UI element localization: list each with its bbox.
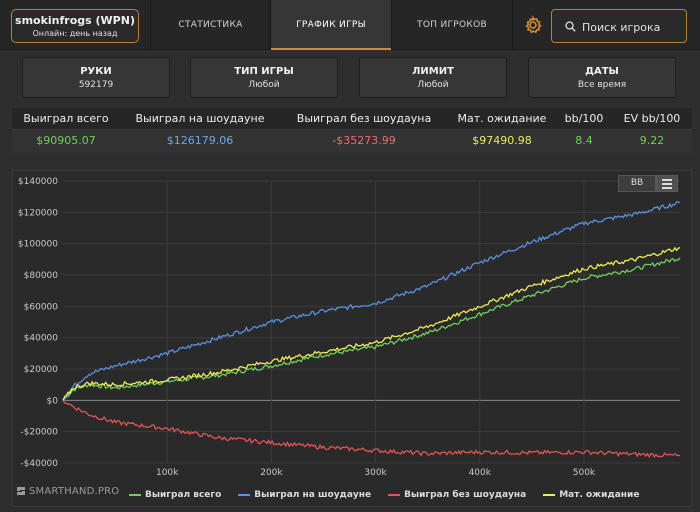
y-tick-label: $120000 bbox=[18, 208, 58, 218]
nav-divider bbox=[270, 0, 271, 50]
gear-icon[interactable] bbox=[523, 15, 543, 35]
y-tick-label: -$20000 bbox=[20, 428, 58, 438]
brand-name: SMARTHAND.PRO bbox=[29, 486, 120, 497]
chart-toolbar: BB bbox=[618, 175, 678, 192]
legend-label: Выиграл всего bbox=[145, 490, 222, 500]
y-tick-label: $40000 bbox=[24, 334, 59, 344]
filter-label: Лимит bbox=[412, 66, 454, 77]
top-navigation: smokinfrogs (WPN) Онлайн: день назад Ста… bbox=[0, 0, 700, 50]
bb-toggle-button[interactable]: BB bbox=[618, 175, 656, 192]
stats-value-row: $90905.07 $126179.06 -$35273.99 $97490.9… bbox=[12, 130, 692, 153]
x-tick-label: 500k bbox=[573, 468, 596, 478]
brand-logo: SMARTHAND.PRO bbox=[16, 486, 119, 497]
filter-value: Любой bbox=[417, 80, 449, 90]
filter-label: Даты bbox=[585, 66, 619, 77]
tab-game-chart[interactable]: График игры bbox=[271, 0, 391, 50]
stats-value-expected: $97490.98 bbox=[472, 134, 532, 147]
legend-item[interactable]: Выиграл без шоудауна bbox=[388, 489, 526, 501]
x-tick-label: 200k bbox=[260, 468, 283, 478]
filter-value: Все время bbox=[577, 80, 627, 90]
x-tick-label: 300k bbox=[364, 468, 387, 478]
legend-item[interactable]: Мат. ожидание bbox=[543, 489, 639, 501]
series-line bbox=[62, 399, 681, 458]
stats-value-showdown: $126179.06 bbox=[166, 134, 234, 147]
y-tick-label: $20000 bbox=[24, 365, 59, 375]
stats-value-bb100: 8.4 bbox=[575, 134, 593, 147]
filter-label: Тип игры bbox=[234, 66, 294, 77]
stats-value-non-showdown: -$35273.99 bbox=[332, 134, 396, 147]
series-line bbox=[62, 200, 681, 401]
chart-plot-area[interactable]: -$40000 -$20000 $0 $20000 $40000 $60000 $80000… bbox=[13, 171, 691, 506]
stats-header-cell: Выиграл на шоудауне bbox=[135, 112, 265, 125]
y-tick-label: -$40000 bbox=[20, 459, 58, 469]
player-name: smokinfrogs (WPN) bbox=[15, 14, 135, 27]
stats-header-cell: Выиграл всего bbox=[23, 112, 109, 125]
tab-top-players[interactable]: Топ игроков bbox=[417, 20, 487, 30]
hamburger-icon[interactable] bbox=[656, 175, 678, 192]
legend-label: Мат. ожидание bbox=[559, 490, 640, 500]
y-tick-label: $0 bbox=[47, 396, 59, 406]
filter-hands[interactable]: Руки 592179 bbox=[22, 57, 170, 98]
series-line bbox=[62, 257, 681, 401]
player-online-status: Онлайн: день назад bbox=[32, 29, 118, 38]
x-tick-label: 400k bbox=[469, 468, 492, 478]
nav-divider bbox=[150, 0, 151, 50]
stats-header-cell: bb/100 bbox=[564, 112, 604, 125]
y-tick-label: $100000 bbox=[18, 240, 58, 250]
stats-value-ev-bb100: 9.22 bbox=[639, 134, 665, 147]
legend-swatch bbox=[129, 494, 141, 496]
stats-header-row: Выиграл всего Выиграл на шоудауне Выигра… bbox=[12, 108, 692, 130]
series-line bbox=[62, 246, 681, 401]
filter-dates[interactable]: Даты Все время bbox=[528, 57, 676, 98]
x-tick-label: 100k bbox=[156, 468, 179, 478]
stats-value-total-won: $90905.07 bbox=[36, 134, 96, 147]
search-input[interactable] bbox=[582, 18, 682, 36]
player-search[interactable] bbox=[551, 9, 687, 43]
filter-limit[interactable]: Лимит Любой bbox=[359, 57, 507, 98]
stats-header-cell: EV bb/100 bbox=[623, 112, 681, 125]
player-card[interactable]: smokinfrogs (WPN) Онлайн: день назад bbox=[11, 9, 139, 43]
y-tick-label: $60000 bbox=[24, 302, 59, 312]
filter-value: Любой bbox=[248, 80, 280, 90]
legend-item[interactable]: Выиграл на шоудауне bbox=[238, 489, 371, 501]
legend-label: Выиграл без шоудауна bbox=[404, 490, 527, 500]
legend-swatch bbox=[388, 494, 401, 496]
winnings-chart: -$40000 -$20000 $0 $20000 $40000 $60000 $80000… bbox=[12, 170, 692, 507]
legend-item[interactable]: Выиграл всего bbox=[129, 489, 221, 501]
search-icon bbox=[565, 21, 576, 32]
legend-swatch bbox=[238, 494, 251, 496]
y-tick-label: $80000 bbox=[24, 271, 59, 281]
legend-label: Выиграл на шоудауне bbox=[254, 490, 372, 500]
stats-header-cell: Мат. ожидание bbox=[457, 112, 547, 125]
legend-swatch bbox=[543, 494, 556, 496]
filter-label: Руки bbox=[80, 66, 112, 77]
y-tick-label: $140000 bbox=[18, 177, 58, 187]
nav-divider bbox=[512, 0, 513, 50]
filter-game-type[interactable]: Тип игры Любой bbox=[190, 57, 338, 98]
summary-stats-table: Выиграл всего Выиграл на шоудауне Выигра… bbox=[12, 108, 692, 153]
brand-icon bbox=[17, 487, 25, 495]
stats-header-cell: Выиграл без шоудауна bbox=[296, 112, 432, 125]
chart-legend: Выиграл всего Выиграл на шоудауне Выиграл … bbox=[129, 489, 656, 501]
nav-divider bbox=[391, 0, 392, 50]
tab-statistics[interactable]: Статистика bbox=[178, 20, 243, 30]
filter-value: 592179 bbox=[78, 80, 114, 90]
